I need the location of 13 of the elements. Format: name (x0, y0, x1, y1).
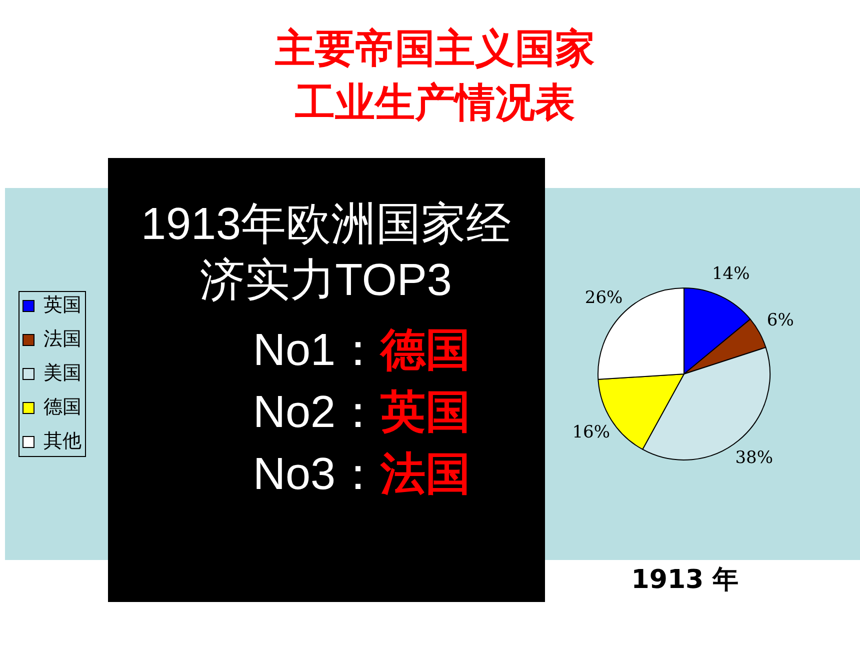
legend-label: 其他 (44, 430, 82, 452)
text: 1913 年 (630, 564, 740, 597)
legend-label: 德国 (44, 396, 82, 418)
data-label: 6% (766, 310, 794, 330)
data-label: 14% (712, 264, 750, 284)
legend-label: 法国 (44, 328, 82, 350)
data-label: 38% (735, 448, 774, 468)
data-label: 26% (584, 288, 623, 308)
text-card: 1913年欧洲国家经济实力TOP3 No1：德国 No2：英国 No3：法国 (108, 158, 545, 602)
data-label: 16% (572, 422, 610, 442)
legend-label: 美国 (44, 362, 82, 384)
legend-label: 英国 (44, 294, 82, 316)
chart-title: 主要帝国主义国家工业生产情况表 (274, 25, 596, 128)
